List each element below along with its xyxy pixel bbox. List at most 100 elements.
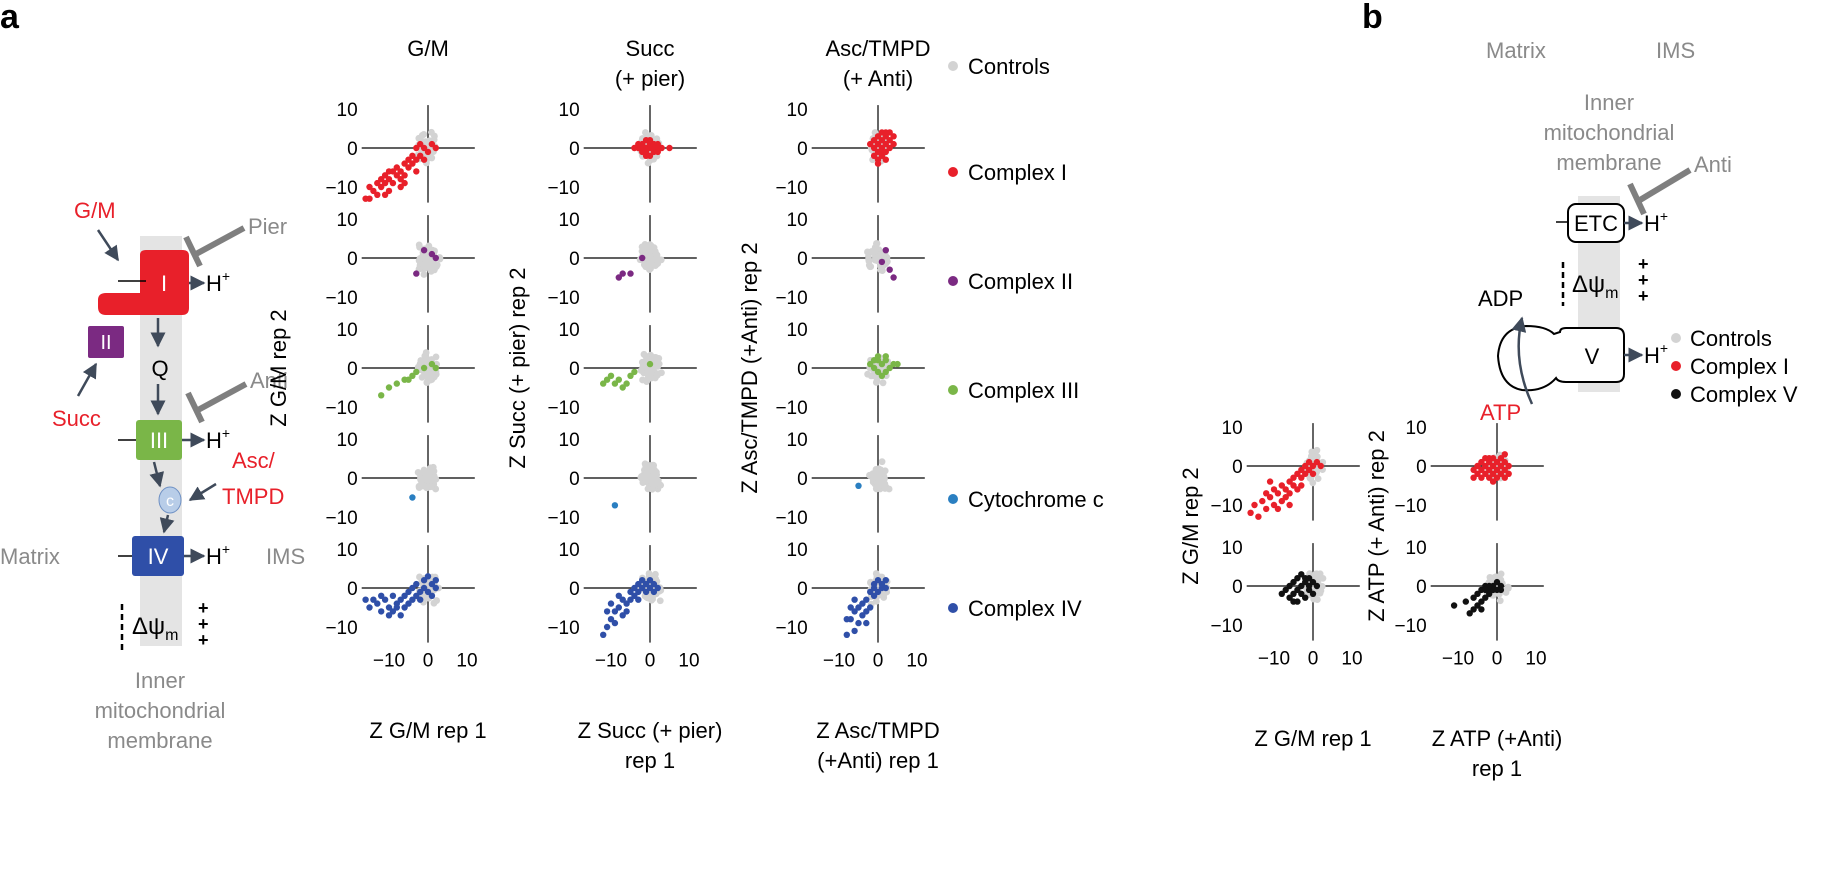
complex-i-proton: H+ (206, 268, 230, 296)
data-point-complex3 (878, 372, 886, 379)
y-tick-label: −10 (547, 178, 579, 199)
y-tick-label: 10 (1406, 418, 1427, 439)
data-point-complex5 (1470, 606, 1477, 613)
y-tick-label: 0 (347, 139, 358, 160)
data-point-complex4 (378, 608, 385, 615)
data-point-complex1 (1282, 486, 1289, 493)
data-point-complex1 (882, 129, 889, 136)
data-point-complex5 (1278, 590, 1286, 597)
cytochrome-c-label: c (166, 493, 174, 510)
data-point-complex1 (1478, 474, 1485, 481)
data-point-complex1 (631, 144, 638, 152)
data-point-complex1 (417, 152, 424, 159)
data-point-complex1 (1478, 466, 1485, 474)
y-tick-label: −10 (1394, 496, 1426, 517)
data-point-complex1 (413, 144, 420, 152)
data-point-complex3 (867, 360, 874, 368)
x-tick-label: 10 (456, 651, 477, 672)
y-tick-label: 10 (559, 100, 580, 121)
pier-label: Pier (248, 214, 287, 239)
data-point-complex4 (870, 580, 878, 588)
y-tick-label: −10 (325, 618, 357, 639)
data-point-complex4 (366, 604, 373, 611)
data-point-complex1 (405, 164, 412, 171)
gm-label: G/M (74, 198, 116, 223)
control-point (881, 480, 889, 488)
scatter-panel-c1r3: 10 0 −10 (547, 430, 697, 533)
x-tick-label: 0 (645, 651, 656, 672)
control-point (1504, 583, 1512, 591)
data-point-complex3 (432, 364, 439, 372)
data-point-complex1 (1274, 490, 1282, 497)
data-point-complex5 (1482, 586, 1489, 594)
data-point-complex4 (882, 584, 889, 592)
data-point-complex1 (1286, 478, 1293, 485)
adp-label: ADP (1478, 286, 1523, 311)
data-point-complex1 (1294, 486, 1301, 493)
data-point-complex4 (420, 577, 428, 584)
legend-label: Controls (968, 54, 1050, 79)
data-point-complex4 (619, 612, 626, 619)
data-point-complex3 (405, 376, 412, 383)
data-point-complex1 (1294, 470, 1301, 477)
data-point-complex5 (1290, 590, 1297, 597)
data-point-complex3 (646, 360, 654, 368)
control-point (433, 263, 440, 270)
data-point-complex4 (619, 596, 626, 603)
data-point-complex4 (623, 608, 630, 615)
control-point (648, 596, 655, 604)
x-axis-label: Z ATP (+Anti) (1432, 726, 1563, 751)
x-axis-label: Z G/M rep 1 (369, 718, 486, 743)
data-point-complex4 (607, 600, 615, 607)
data-point-complex5 (1497, 586, 1505, 594)
legend-label: Controls (1690, 326, 1772, 351)
data-point-complex3 (874, 368, 882, 376)
scatter-panel-c2r1: 10 0 −10 (775, 210, 925, 313)
data-point-complex1 (366, 195, 373, 202)
data-point-complex3 (631, 368, 638, 376)
data-point-complex1 (370, 187, 377, 195)
data-point-complex1 (1505, 470, 1512, 477)
data-point-complex1 (1298, 482, 1305, 489)
data-point-complex1 (1493, 466, 1501, 474)
y-tick-label: −10 (547, 508, 579, 529)
data-point-complex1 (381, 179, 389, 187)
data-point-complex1 (890, 140, 897, 148)
y-tick-label: 10 (337, 320, 358, 341)
data-point-complex5 (1282, 586, 1289, 594)
control-point (422, 359, 429, 367)
legend-marker (948, 385, 958, 395)
membrane-label-b-3: membrane (1556, 150, 1661, 175)
control-point (878, 458, 886, 466)
y-tick-label: 0 (347, 469, 358, 490)
complex-iii-proton: H+ (206, 425, 230, 453)
cytochrome-c-ellipse (158, 486, 182, 514)
data-point-complex1 (1270, 501, 1278, 509)
data-point-complex1 (646, 140, 654, 148)
data-point-complex5 (1478, 606, 1485, 613)
legend-marker (1671, 333, 1681, 343)
control-point (430, 599, 438, 607)
data-point-complex1 (654, 140, 661, 148)
data-point-complex4 (409, 584, 416, 592)
column-title: (+ Anti) (843, 66, 913, 91)
succ-arrow (76, 362, 98, 397)
column-title: Succ (626, 36, 675, 61)
data-point-complex1 (1493, 474, 1501, 481)
data-point-complex4 (646, 584, 654, 592)
data-point-complex4 (603, 623, 611, 631)
control-point (864, 248, 871, 256)
control-point (872, 379, 880, 386)
control-point (415, 482, 423, 490)
x-tick-label: 10 (1525, 649, 1546, 670)
etc-proton: H+ (1644, 208, 1668, 236)
y-tick-label: 10 (559, 540, 580, 561)
data-point-complex4 (843, 616, 850, 623)
data-point-complex1 (882, 156, 889, 163)
anti-label-a: Anti (250, 368, 288, 393)
membrane-label-b-2: mitochondrial (1544, 120, 1675, 145)
scatter-panel-c3r0: 10 0 −10 (1210, 418, 1360, 521)
data-point-complex1 (1482, 470, 1489, 477)
y-axis-label: Z ATP (+ Anti) rep 2 (1364, 430, 1389, 622)
data-point-complex1 (1470, 466, 1477, 474)
